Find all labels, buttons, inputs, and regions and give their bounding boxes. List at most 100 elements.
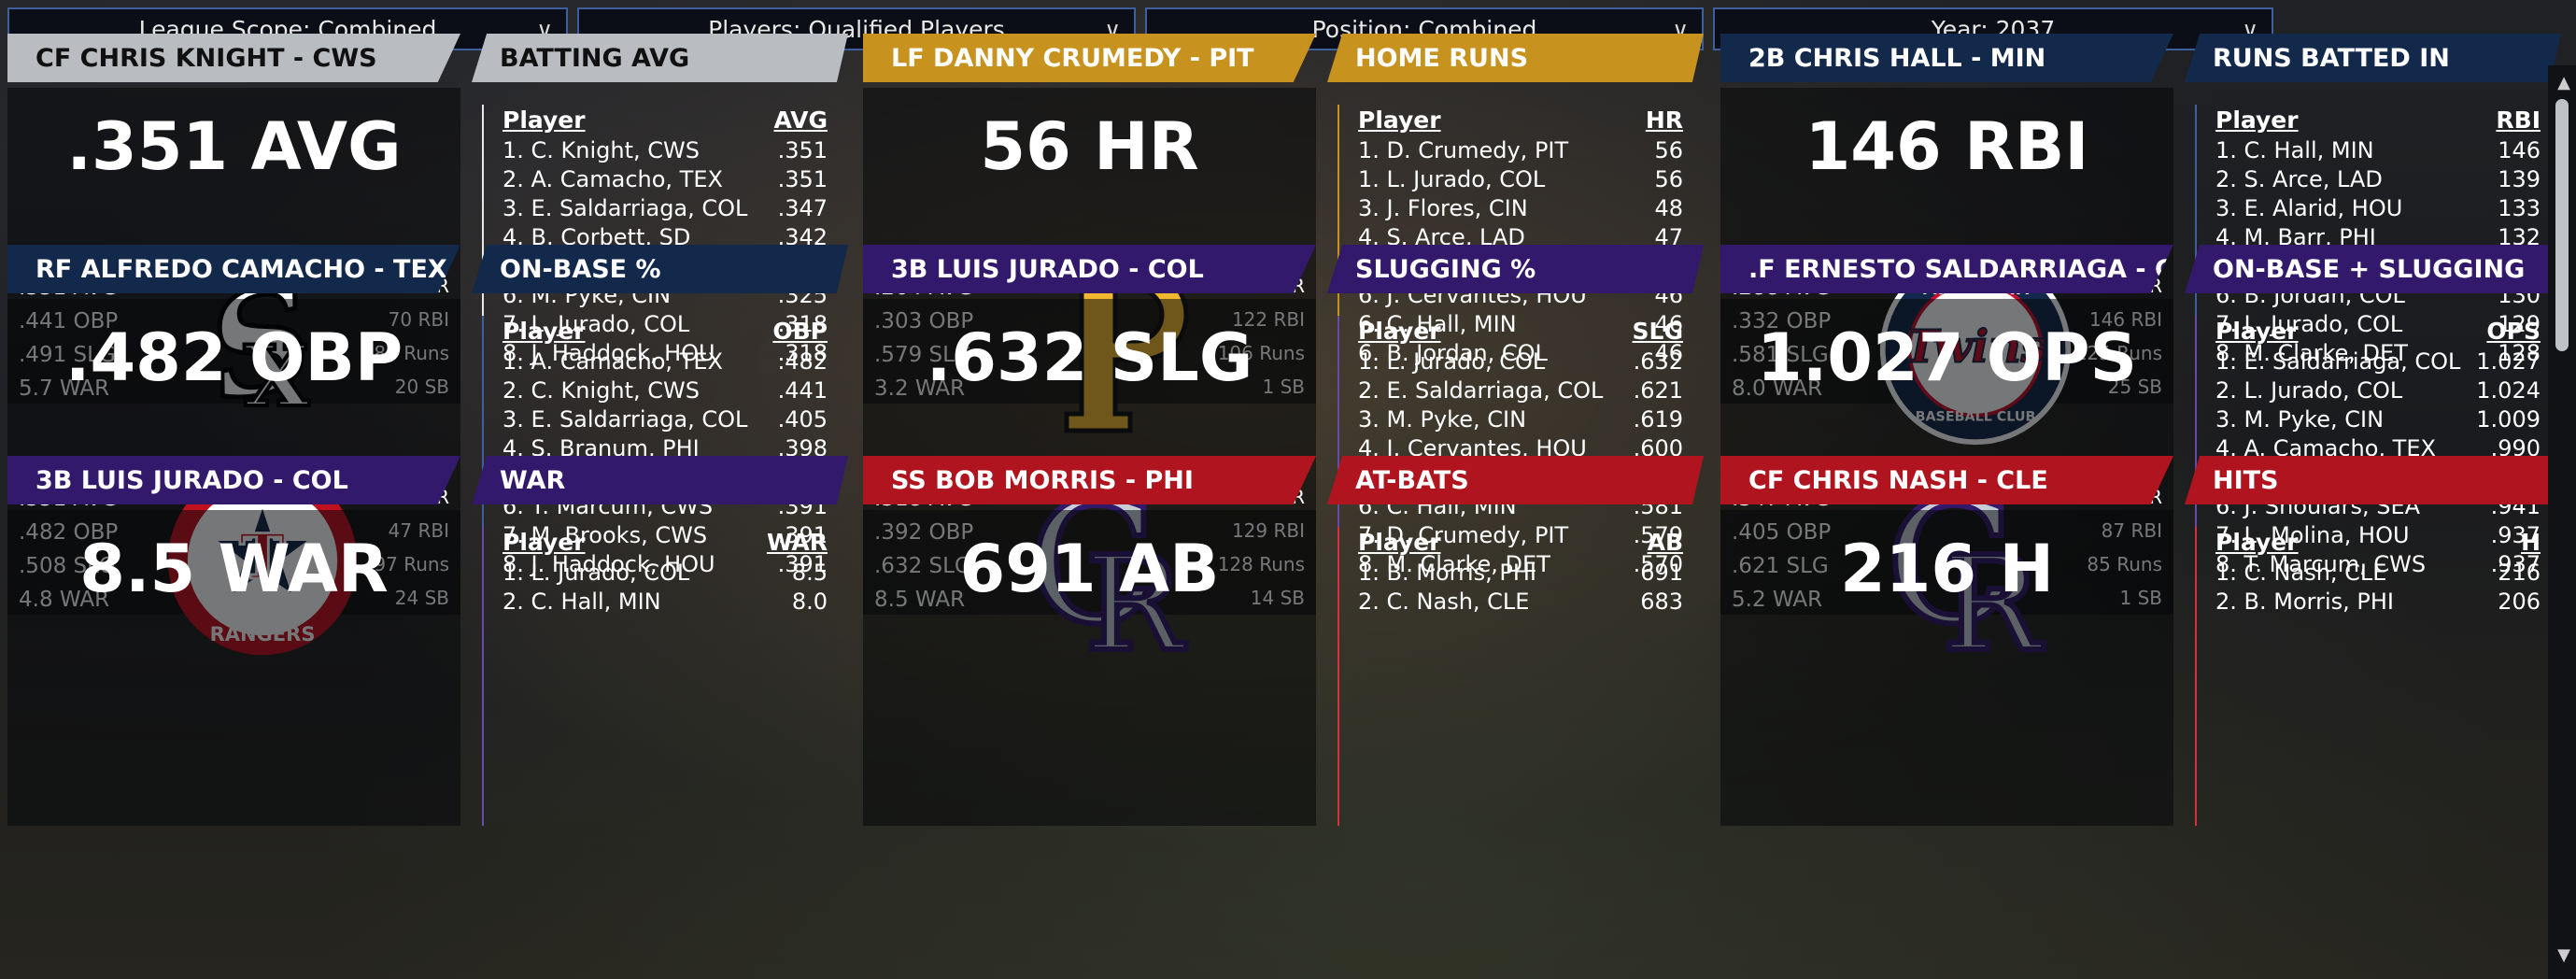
leader-value: .619 (1633, 406, 1683, 433)
player-ribbon[interactable]: 3B LUIS JURADO - COL (863, 245, 1316, 293)
leaderboard-row[interactable]: 7. L. Jurado, COL .318 (502, 310, 828, 339)
stat-column-header[interactable]: H (2521, 529, 2541, 556)
leaderboard-row[interactable]: 7. L. Jurado, COL 129 (2215, 310, 2541, 339)
leaderboard-row[interactable]: 8. T. Marcum, CWS .937 (2215, 550, 2541, 579)
player-column-header[interactable]: Player (502, 106, 586, 134)
leaderboard-row[interactable]: 2. C. Nash, CLE 683 (1358, 588, 1683, 617)
leader-value: .632 (1633, 348, 1683, 375)
leaderboard-row[interactable]: 3. M. Pyke, CIN .619 (1358, 405, 1683, 434)
leaderboard-row[interactable]: 1. L. Jurado, COL 8.5 (502, 559, 828, 588)
leader-player: 7. D. Crumedy, PIT (1358, 522, 1569, 548)
leaderboard-row[interactable]: 8. M. Clarke, DET 128 (2215, 339, 2541, 368)
player-column-header[interactable]: Player (502, 318, 586, 345)
stat-column-header[interactable]: OBP (772, 318, 828, 345)
leaderboard-list: Player AB 1. B. Morris, PHI 691 2. C. Nash,… (1338, 527, 1694, 826)
leaderboard-row[interactable]: 1. L. Jurado, COL 56 (1358, 165, 1683, 194)
scroll-up-icon[interactable]: ▲ (2557, 73, 2570, 92)
leader-player: 8. J. Haddock, HOU (502, 551, 715, 577)
leaderboard-row[interactable]: 7. D. Crumedy, PIT .579 (1358, 521, 1683, 550)
player-column-header[interactable]: Player (2215, 529, 2299, 556)
featured-stat: 8.5 WAR (79, 531, 389, 607)
player-ribbon[interactable]: CF CHRIS KNIGHT - CWS (7, 34, 460, 82)
leaderboard-row[interactable]: 1. E. Saldarriaga, COL 1.027 (2215, 348, 2541, 376)
scrollbar-thumb[interactable] (2555, 99, 2569, 351)
leader-player: 1. L. Jurado, COL (1358, 348, 1546, 375)
leaderboard-header: Player RBI (2215, 105, 2541, 136)
leader-player: 8. J. Haddock, HOU (502, 340, 715, 366)
leaderboard-header: Player HR (1358, 105, 1683, 136)
leaderboard-row[interactable]: 8. M. Clarke, DET .570 (1358, 550, 1683, 579)
scroll-down-icon[interactable]: ▼ (2557, 945, 2570, 965)
featured-player-card[interactable]: 216 H (1720, 510, 2173, 826)
featured-player-card[interactable]: 691 AB (863, 510, 1316, 826)
player-ribbon[interactable]: RF ALFREDO CAMACHO - TEX (7, 245, 460, 293)
stat-panel: 3B LUIS JURADO - COL WAR 8.5 WAR Player W… (7, 456, 848, 828)
leader-value: 8.0 (791, 589, 828, 615)
leaderboard-row[interactable]: 2. C. Hall, MIN 8.0 (502, 588, 828, 617)
category-title: SLUGGING % (1355, 254, 1536, 284)
stat-column-header[interactable]: HR (1645, 106, 1683, 134)
leaderboard-row[interactable]: 1. C. Nash, CLE 216 (2215, 559, 2541, 588)
leaderboard-row[interactable]: 7. L. Molina, HOU .937 (2215, 521, 2541, 550)
player-ribbon[interactable]: 3B LUIS JURADO - COL (7, 456, 460, 504)
stat-column-header[interactable]: RBI (2496, 106, 2541, 134)
player-ribbon[interactable]: LF DANNY CRUMEDY - PIT (863, 34, 1316, 82)
player-ribbon[interactable]: CF CHRIS NASH - CLE (1720, 456, 2173, 504)
leaderboard-row[interactable]: 1. B. Morris, PHI 691 (1358, 559, 1683, 588)
leaderboard-row[interactable]: 2. B. Morris, PHI 206 (2215, 588, 2541, 617)
player-column-header[interactable]: Player (502, 529, 586, 556)
stat-column-header[interactable]: AB (1647, 529, 1683, 556)
leaderboard-row[interactable]: 2. L. Jurado, COL 1.024 (2215, 376, 2541, 405)
player-ribbon[interactable]: 2B CHRIS HALL - MIN (1720, 34, 2173, 82)
leaderboard-row[interactable]: 2. A. Camacho, TEX .351 (502, 165, 828, 194)
leaderboard-row[interactable]: 3. M. Pyke, CIN 1.009 (2215, 405, 2541, 434)
player-column-header[interactable]: Player (1358, 106, 1441, 134)
leaderboard-row[interactable]: 2. S. Arce, LAD 139 (2215, 165, 2541, 194)
leader-value: .318 (777, 311, 828, 337)
player-column-header[interactable]: Player (1358, 529, 1441, 556)
leader-player: 6. B. Jordan, COL (1358, 340, 1548, 366)
leaderboard-row[interactable]: 2. C. Knight, CWS .441 (502, 376, 828, 405)
stat-column-header[interactable]: WAR (766, 529, 828, 556)
leader-value: 129 (2498, 311, 2541, 337)
player-column-header[interactable]: Player (2215, 106, 2299, 134)
leader-player: 3. M. Pyke, CIN (1358, 406, 1527, 433)
leaderboard-row[interactable]: 2. E. Saldarriaga, COL .621 (1358, 376, 1683, 405)
leader-value: .351 (777, 137, 828, 163)
leaderboard-row[interactable]: 1. A. Camacho, TEX .482 (502, 348, 828, 376)
leader-value: 691 (1640, 560, 1683, 586)
leaderboard-row[interactable]: 3. E. Alarid, HOU 133 (2215, 194, 2541, 223)
stat-column-header[interactable]: AVG (773, 106, 828, 134)
leaderboard-row[interactable]: 1. L. Jurado, COL .632 (1358, 348, 1683, 376)
leader-value: 683 (1640, 589, 1683, 615)
leader-player: 2. C. Nash, CLE (1358, 589, 1530, 615)
category-title: HITS (2213, 465, 2279, 495)
player-column-header[interactable]: Player (1358, 318, 1441, 345)
stat-column-header[interactable]: SLG (1632, 318, 1683, 345)
leaderboard-header: Player AB (1358, 527, 1683, 559)
leaderboard-row[interactable]: 1. C. Knight, CWS .351 (502, 136, 828, 165)
player-ribbon[interactable]: SS BOB MORRIS - PHI (863, 456, 1316, 504)
player-column-header[interactable]: Player (2215, 318, 2299, 345)
leaderboard-row[interactable]: 1. D. Crumedy, PIT 56 (1358, 136, 1683, 165)
leaderboard-row[interactable]: 7. M. Brooks, CWS .391 (502, 521, 828, 550)
leaderboard-row[interactable]: 3. E. Saldarriaga, COL .405 (502, 405, 828, 434)
player-name: CF CHRIS KNIGHT - CWS (35, 43, 377, 73)
leaderboard-row[interactable]: 6. C. Hall, MIN 46 (1358, 310, 1683, 339)
leaderboard-row[interactable]: 8. J. Haddock, HOU .318 (502, 339, 828, 368)
leaderboard-header: Player SLG (1358, 316, 1683, 348)
leader-value: 1.027 (2476, 348, 2541, 375)
category-title: ON-BASE + SLUGGING (2213, 254, 2526, 284)
leaderboard-row[interactable]: 3. J. Flores, CIN 48 (1358, 194, 1683, 223)
leader-value: 216 (2498, 560, 2541, 586)
leader-value: 8.5 (791, 560, 828, 586)
player-ribbon[interactable]: .F ERNESTO SALDARRIAGA - CO (1720, 245, 2173, 293)
leader-player: 7. L. Molina, HOU (2215, 522, 2410, 548)
leaderboard-row[interactable]: 8. J. Haddock, HOU .391 (502, 550, 828, 579)
category-ribbon: RUNS BATTED IN (2185, 34, 2561, 82)
featured-player-card[interactable]: 8.5 WAR (7, 510, 460, 826)
leaderboard-row[interactable]: 6. B. Jordan, COL 46 (1358, 339, 1683, 368)
leaderboard-row[interactable]: 3. E. Saldarriaga, COL .347 (502, 194, 828, 223)
stat-column-header[interactable]: OPS (2486, 318, 2541, 345)
leaderboard-row[interactable]: 1. C. Hall, MIN 146 (2215, 136, 2541, 165)
